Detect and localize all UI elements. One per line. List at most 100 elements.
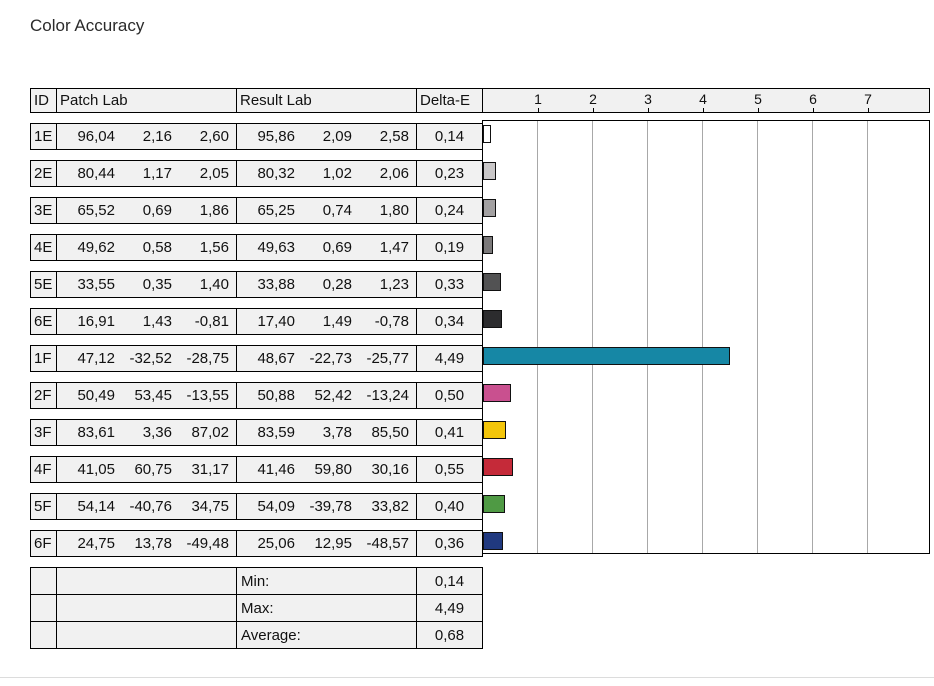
- result-lab-cell: 48,67 -22,73 -25,77: [237, 345, 417, 372]
- delta-e-value: 0,14: [417, 123, 483, 150]
- result-b: -0,78: [374, 313, 409, 330]
- result-b: -13,24: [366, 387, 409, 404]
- patch-b: 2,05: [199, 165, 229, 182]
- delta-e-bar: [483, 125, 491, 143]
- delta-e-bar-chart: [482, 120, 930, 554]
- table-row: 5E 33,55 0,35 1,40 33,88 0,28 1,23 0,33: [30, 271, 930, 298]
- patch-lab-cell: 16,91 1,43 -0,81: [57, 308, 237, 335]
- delta-e-bar: [483, 273, 501, 291]
- patch-b: -49,48: [186, 535, 229, 552]
- delta-e-bar: [483, 421, 506, 439]
- delta-e-value: 0,55: [417, 456, 483, 483]
- summary-value: 0,14: [417, 567, 483, 595]
- summary-value: 4,49: [417, 594, 483, 622]
- row-id: 1E: [30, 123, 57, 150]
- result-a: 0,28: [322, 276, 352, 293]
- table-row: 5F 54,14 -40,76 34,75 54,09 -39,78 33,82…: [30, 493, 930, 520]
- table-row: 1F 47,12 -32,52 -28,75 48,67 -22,73 -25,…: [30, 345, 930, 372]
- summary-empty-cell: [30, 567, 57, 595]
- patch-b: 34,75: [191, 498, 229, 515]
- patch-a: 2,16: [142, 128, 172, 145]
- result-l: 50,88: [257, 387, 295, 404]
- result-lab-cell: 95,86 2,09 2,58: [237, 123, 417, 150]
- patch-l: 16,91: [77, 313, 115, 330]
- patch-b: 2,60: [199, 128, 229, 145]
- report-panel: Color Accuracy ID Patch Lab Result Lab D…: [30, 16, 930, 649]
- patch-lab-cell: 54,14 -40,76 34,75: [57, 493, 237, 520]
- delta-e-bar: [483, 199, 496, 217]
- summary-empty-cell: [57, 567, 237, 595]
- result-b: 85,50: [371, 424, 409, 441]
- table-row: 3F 83,61 3,36 87,02 83,59 3,78 85,50 0,4…: [30, 419, 930, 446]
- patch-l: 41,05: [77, 461, 115, 478]
- patch-l: 24,75: [77, 535, 115, 552]
- axis-tick-7: 7: [854, 91, 882, 112]
- patch-b: -28,75: [186, 350, 229, 367]
- delta-e-bar: [483, 236, 493, 254]
- patch-lab-cell: 24,75 13,78 -49,48: [57, 530, 237, 557]
- table-row: 4E 49,62 0,58 1,56 49,63 0,69 1,47 0,19: [30, 234, 930, 261]
- result-b: -25,77: [366, 350, 409, 367]
- patch-l: 50,49: [77, 387, 115, 404]
- row-id: 5F: [30, 493, 57, 520]
- result-b: 1,23: [379, 276, 409, 293]
- patch-b: -0,81: [194, 313, 229, 330]
- result-lab-cell: 80,32 1,02 2,06: [237, 160, 417, 187]
- patch-a: -40,76: [129, 498, 172, 515]
- row-id: 1F: [30, 345, 57, 372]
- patch-a: 3,36: [142, 424, 172, 441]
- row-id: 6F: [30, 530, 57, 557]
- axis-tick-3: 3: [634, 91, 662, 112]
- table-row: 1E 96,04 2,16 2,60 95,86 2,09 2,58 0,14: [30, 123, 930, 150]
- patch-a: 1,17: [142, 165, 172, 182]
- result-lab-cell: 49,63 0,69 1,47: [237, 234, 417, 261]
- table-row: 3E 65,52 0,69 1,86 65,25 0,74 1,80 0,24: [30, 197, 930, 224]
- patch-lab-cell: 50,49 53,45 -13,55: [57, 382, 237, 409]
- result-lab-cell: 50,88 52,42 -13,24: [237, 382, 417, 409]
- result-l: 65,25: [257, 202, 295, 219]
- table-header: ID Patch Lab Result Lab Delta-E 1 2 3 4 …: [30, 88, 930, 113]
- table-row: 2F 50,49 53,45 -13,55 50,88 52,42 -13,24…: [30, 382, 930, 409]
- result-l: 54,09: [257, 498, 295, 515]
- patch-b: 1,56: [199, 239, 229, 256]
- color-accuracy-table: ID Patch Lab Result Lab Delta-E 1 2 3 4 …: [30, 88, 930, 649]
- result-lab-cell: 54,09 -39,78 33,82: [237, 493, 417, 520]
- result-l: 33,88: [257, 276, 295, 293]
- patch-l: 33,55: [77, 276, 115, 293]
- result-b: 33,82: [371, 498, 409, 515]
- result-a: 3,78: [322, 424, 352, 441]
- row-id: 3F: [30, 419, 57, 446]
- result-a: 12,95: [314, 535, 352, 552]
- header-patch-lab: Patch Lab: [57, 88, 237, 113]
- axis-tick-1: 1: [524, 91, 552, 112]
- row-id: 5E: [30, 271, 57, 298]
- delta-e-bar: [483, 347, 730, 365]
- patch-b: 87,02: [191, 424, 229, 441]
- table-row: 6F 24,75 13,78 -49,48 25,06 12,95 -48,57…: [30, 530, 930, 557]
- result-b: 1,80: [379, 202, 409, 219]
- result-a: -22,73: [309, 350, 352, 367]
- summary-label: Min:: [237, 567, 417, 595]
- result-lab-cell: 41,46 59,80 30,16: [237, 456, 417, 483]
- patch-b: -13,55: [186, 387, 229, 404]
- patch-l: 80,44: [77, 165, 115, 182]
- summary-row-min: Min: 0,14: [30, 567, 930, 595]
- page-title: Color Accuracy: [30, 16, 145, 35]
- patch-lab-cell: 49,62 0,58 1,56: [57, 234, 237, 261]
- delta-e-value: 0,33: [417, 271, 483, 298]
- row-id: 2E: [30, 160, 57, 187]
- patch-l: 47,12: [77, 350, 115, 367]
- result-lab-cell: 17,40 1,49 -0,78: [237, 308, 417, 335]
- patch-a: 60,75: [134, 461, 172, 478]
- summary-row-max: Max: 4,49: [30, 594, 930, 622]
- summary-value: 0,68: [417, 621, 483, 649]
- row-id: 6E: [30, 308, 57, 335]
- summary-empty-cell: [30, 621, 57, 649]
- row-id: 3E: [30, 197, 57, 224]
- patch-l: 54,14: [77, 498, 115, 515]
- patch-l: 83,61: [77, 424, 115, 441]
- axis-tick-2: 2: [579, 91, 607, 112]
- delta-e-value: 0,19: [417, 234, 483, 261]
- result-lab-cell: 83,59 3,78 85,50: [237, 419, 417, 446]
- patch-l: 49,62: [77, 239, 115, 256]
